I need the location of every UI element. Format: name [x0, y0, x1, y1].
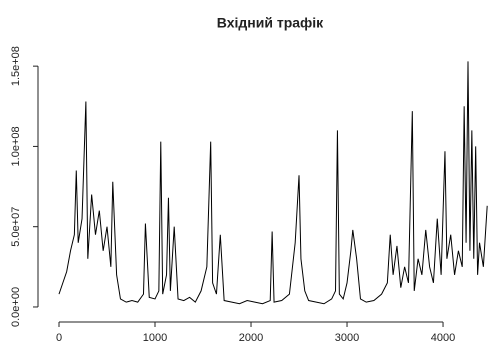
x-tick-label: 2000: [239, 332, 263, 343]
x-tick-label: 1000: [143, 332, 167, 343]
y-tick-label: 0.0e+00: [10, 287, 22, 327]
y-tick-label: 5.0e+07: [10, 207, 22, 247]
x-tick-label: 0: [56, 332, 62, 343]
y-tick-label: 1.0e+08: [10, 126, 22, 166]
x-tick-label: 4000: [431, 332, 455, 343]
y-tick-label: 1.5e+08: [10, 46, 22, 86]
x-tick-label: 3000: [335, 332, 359, 343]
chart-title: Вхідний трафік: [217, 15, 324, 31]
series-line: [58, 61, 488, 305]
